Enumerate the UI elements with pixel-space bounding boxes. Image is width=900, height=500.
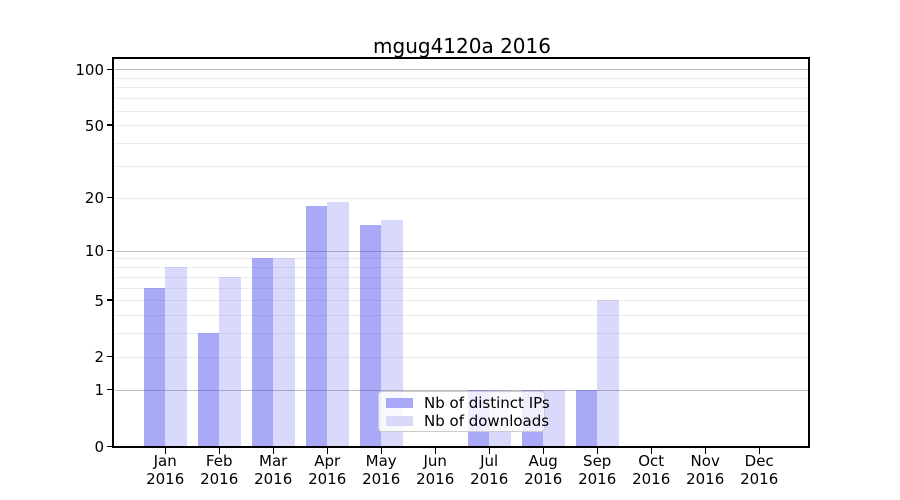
x-tick-label-sep: Sep 2016 xyxy=(578,452,617,488)
x-tick-label-oct: Oct 2016 xyxy=(632,452,671,488)
gridline-minor xyxy=(114,276,808,278)
y-tick xyxy=(106,445,113,448)
gridline-minor xyxy=(114,125,808,127)
y-tick-label: 1 xyxy=(94,381,104,400)
y-tick xyxy=(106,197,113,199)
x-tick-label-nov: Nov 2016 xyxy=(686,452,725,488)
x-tick-label-jun: Jun 2016 xyxy=(416,452,455,488)
gridline-major xyxy=(114,389,808,391)
x-tick xyxy=(380,448,382,454)
bar-distinct-ips-jan xyxy=(143,287,166,447)
gridline-minor xyxy=(114,87,808,89)
y-tick-label: 2 xyxy=(94,348,104,367)
downloads-swatch-icon xyxy=(386,416,413,426)
y-tick-label: 100 xyxy=(75,60,104,79)
x-tick-label-may: May 2016 xyxy=(362,452,401,488)
bar-distinct-ips-mar xyxy=(251,258,274,447)
gridline-minor xyxy=(114,356,808,358)
x-tick-label-jul: Jul 2016 xyxy=(470,452,509,488)
x-tick xyxy=(434,448,436,454)
legend-item-distinct-ips: Nb of distinct IPs xyxy=(386,394,550,412)
legend-label-distinct-ips: Nb of distinct IPs xyxy=(424,394,550,412)
bar-distinct-ips-sep xyxy=(575,389,598,447)
legend-label-downloads: Nb of downloads xyxy=(424,412,550,430)
bar-downloads-mar xyxy=(273,258,295,447)
distinct-ips-swatch-icon xyxy=(386,398,413,408)
gridline-minor xyxy=(114,315,808,316)
bar-downloads-feb xyxy=(219,276,241,447)
gridline-minor xyxy=(114,300,808,302)
gridline-minor xyxy=(114,77,808,79)
legend: Nb of distinct IPs Nb of downloads xyxy=(378,391,550,432)
x-tick xyxy=(650,448,652,454)
y-tick xyxy=(106,299,113,301)
y-tick xyxy=(106,249,113,252)
bar-distinct-ips-feb xyxy=(197,333,220,447)
bar-downloads-aug xyxy=(543,389,565,447)
gridline-minor xyxy=(114,110,808,112)
y-tick-label: 0 xyxy=(94,438,104,456)
y-tick xyxy=(106,124,113,126)
x-tick xyxy=(164,448,166,454)
gridline-minor xyxy=(114,287,808,289)
x-tick xyxy=(488,448,490,454)
y-tick xyxy=(106,356,113,358)
legend-item-downloads: Nb of downloads xyxy=(386,412,549,430)
gridline-minor xyxy=(114,266,808,268)
gridline-minor xyxy=(114,165,808,167)
x-tick xyxy=(272,448,274,454)
gridline-minor xyxy=(114,333,808,335)
gridline-minor xyxy=(114,197,808,199)
x-tick-label-apr: Apr 2016 xyxy=(308,452,347,488)
x-tick-label-dec: Dec 2016 xyxy=(740,452,779,488)
bar-downloads-sep xyxy=(597,300,619,447)
x-tick-label-feb: Feb 2016 xyxy=(200,452,239,488)
x-tick xyxy=(596,448,598,454)
bar-downloads-jan xyxy=(165,266,187,447)
gridline-minor xyxy=(114,98,808,100)
x-tick xyxy=(542,448,544,454)
gridline-major xyxy=(114,69,808,71)
x-tick-label-aug: Aug 2016 xyxy=(524,452,563,488)
y-tick xyxy=(106,389,113,391)
gridline-minor xyxy=(114,143,808,144)
x-tick-label-mar: Mar 2016 xyxy=(254,452,293,488)
y-tick-label: 50 xyxy=(84,116,104,135)
x-tick xyxy=(326,448,328,454)
y-tick-label: 5 xyxy=(94,291,104,310)
y-tick-label: 10 xyxy=(84,242,104,260)
gridline-major xyxy=(114,250,808,252)
x-tick xyxy=(704,448,706,454)
y-tick-label: 20 xyxy=(84,189,104,208)
x-tick xyxy=(758,448,760,454)
bar-distinct-ips-may xyxy=(359,225,382,447)
x-tick xyxy=(218,448,220,454)
bar-downloads-may xyxy=(381,219,403,447)
x-tick-label-jan: Jan 2016 xyxy=(146,452,185,488)
chart-title: mgug4120a 2016 xyxy=(373,34,551,58)
y-tick xyxy=(106,68,113,70)
gridline-minor xyxy=(114,258,808,260)
bar-distinct-ips-apr xyxy=(305,205,328,447)
bar-downloads-apr xyxy=(327,201,349,447)
